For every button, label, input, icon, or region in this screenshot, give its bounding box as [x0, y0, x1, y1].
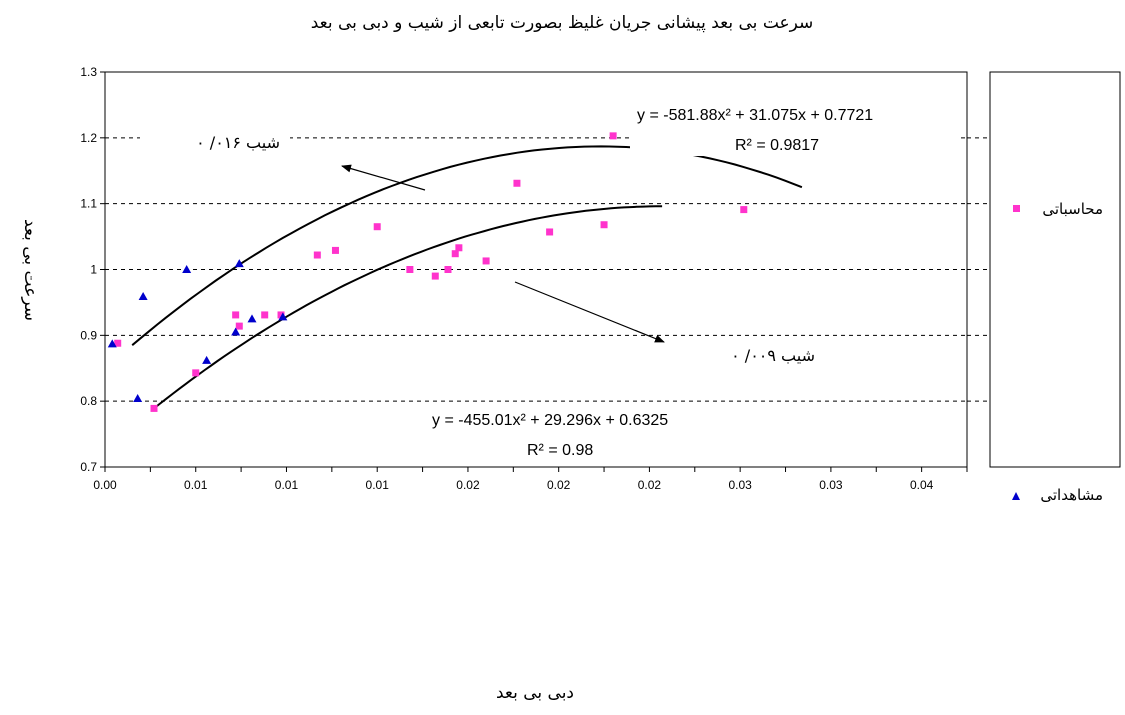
r2-lower: R² = 0.98 [527, 442, 593, 459]
x-tick-label: 0.04 [910, 478, 934, 492]
data-point [182, 265, 192, 273]
legend-label-observed: مشاهداتی [1040, 486, 1103, 504]
data-point [331, 246, 339, 254]
data-point [451, 250, 459, 258]
data-point [600, 221, 608, 229]
data-point [444, 266, 452, 273]
legend-box [989, 71, 1121, 468]
data-point [235, 322, 243, 330]
data-point [313, 251, 321, 259]
x-tick-label: 0.02 [456, 478, 480, 492]
x-tick-label: 0.02 [547, 478, 571, 492]
data-point [231, 327, 241, 336]
data-point [373, 223, 381, 231]
data-point [455, 244, 463, 252]
equation-upper: y = -581.88x² + 31.075x + 0.7721 [637, 107, 873, 124]
data-point [107, 339, 117, 348]
y-tick-label: 0.8 [80, 394, 97, 408]
legend-marker-observed [1012, 492, 1020, 500]
axis-ticks: 0.7 0.8 0.9 1 1.1 1.2 1.3 0.00 0.01 0.01 0.01 0.02 0… [80, 65, 968, 492]
data-point [234, 259, 244, 268]
legend-marker-calculated [1013, 205, 1020, 212]
data-point [278, 312, 288, 321]
x-tick-label: 0.03 [819, 478, 843, 492]
x-tick-label: 0.01 [366, 478, 390, 492]
data-point [247, 314, 257, 323]
data-point [609, 132, 617, 140]
data-point [406, 266, 414, 273]
equation-lower: y = -455.01x² + 29.296x + 0.6325 [432, 412, 668, 429]
arrow-upper [341, 164, 426, 191]
grid-lines [105, 137, 990, 402]
arrow-lower [514, 281, 665, 343]
x-tick-label: 0.02 [638, 478, 662, 492]
data-point [192, 369, 200, 377]
r2-upper: R² = 0.9817 [735, 137, 819, 154]
data-point [232, 311, 240, 319]
y-tick-label: 1.1 [80, 197, 97, 211]
data-point [277, 311, 285, 319]
x-tick-label: 0.01 [184, 478, 208, 492]
y-tick-label: 0.9 [80, 328, 97, 342]
y-tick-label: 1.3 [80, 65, 97, 79]
data-point [138, 291, 148, 300]
data-point [482, 257, 490, 265]
legend-label-calculated: محاسباتی [1042, 200, 1103, 218]
x-tick-label: 0.01 [275, 478, 299, 492]
slope-label-lower: شیب ۰۰۹/ ۰ [731, 346, 815, 365]
trend-curve [153, 205, 663, 410]
data-point [431, 272, 439, 280]
chart-title: سرعت بی بعد پیشانی جریان غلیظ بصورت تابع… [311, 13, 814, 33]
y-tick-label: 0.7 [80, 460, 97, 474]
data-point [740, 206, 748, 214]
data-point [261, 311, 269, 319]
y-axis-label: سرعت بی بعد [20, 219, 40, 321]
data-point [114, 339, 122, 347]
y-tick-label: 1 [90, 263, 97, 277]
data-point [150, 404, 158, 412]
data-point [202, 355, 212, 364]
data-point [546, 228, 554, 236]
slope-label-upper: شیب ۰۱۶/ ۰ [196, 133, 280, 152]
data-point [133, 394, 143, 403]
x-tick-label: 0.00 [93, 478, 117, 492]
x-axis-label: دبی بی بعد [496, 683, 574, 703]
data-point [513, 179, 521, 187]
y-tick-label: 1.2 [80, 131, 97, 145]
x-tick-label: 0.03 [728, 478, 752, 492]
